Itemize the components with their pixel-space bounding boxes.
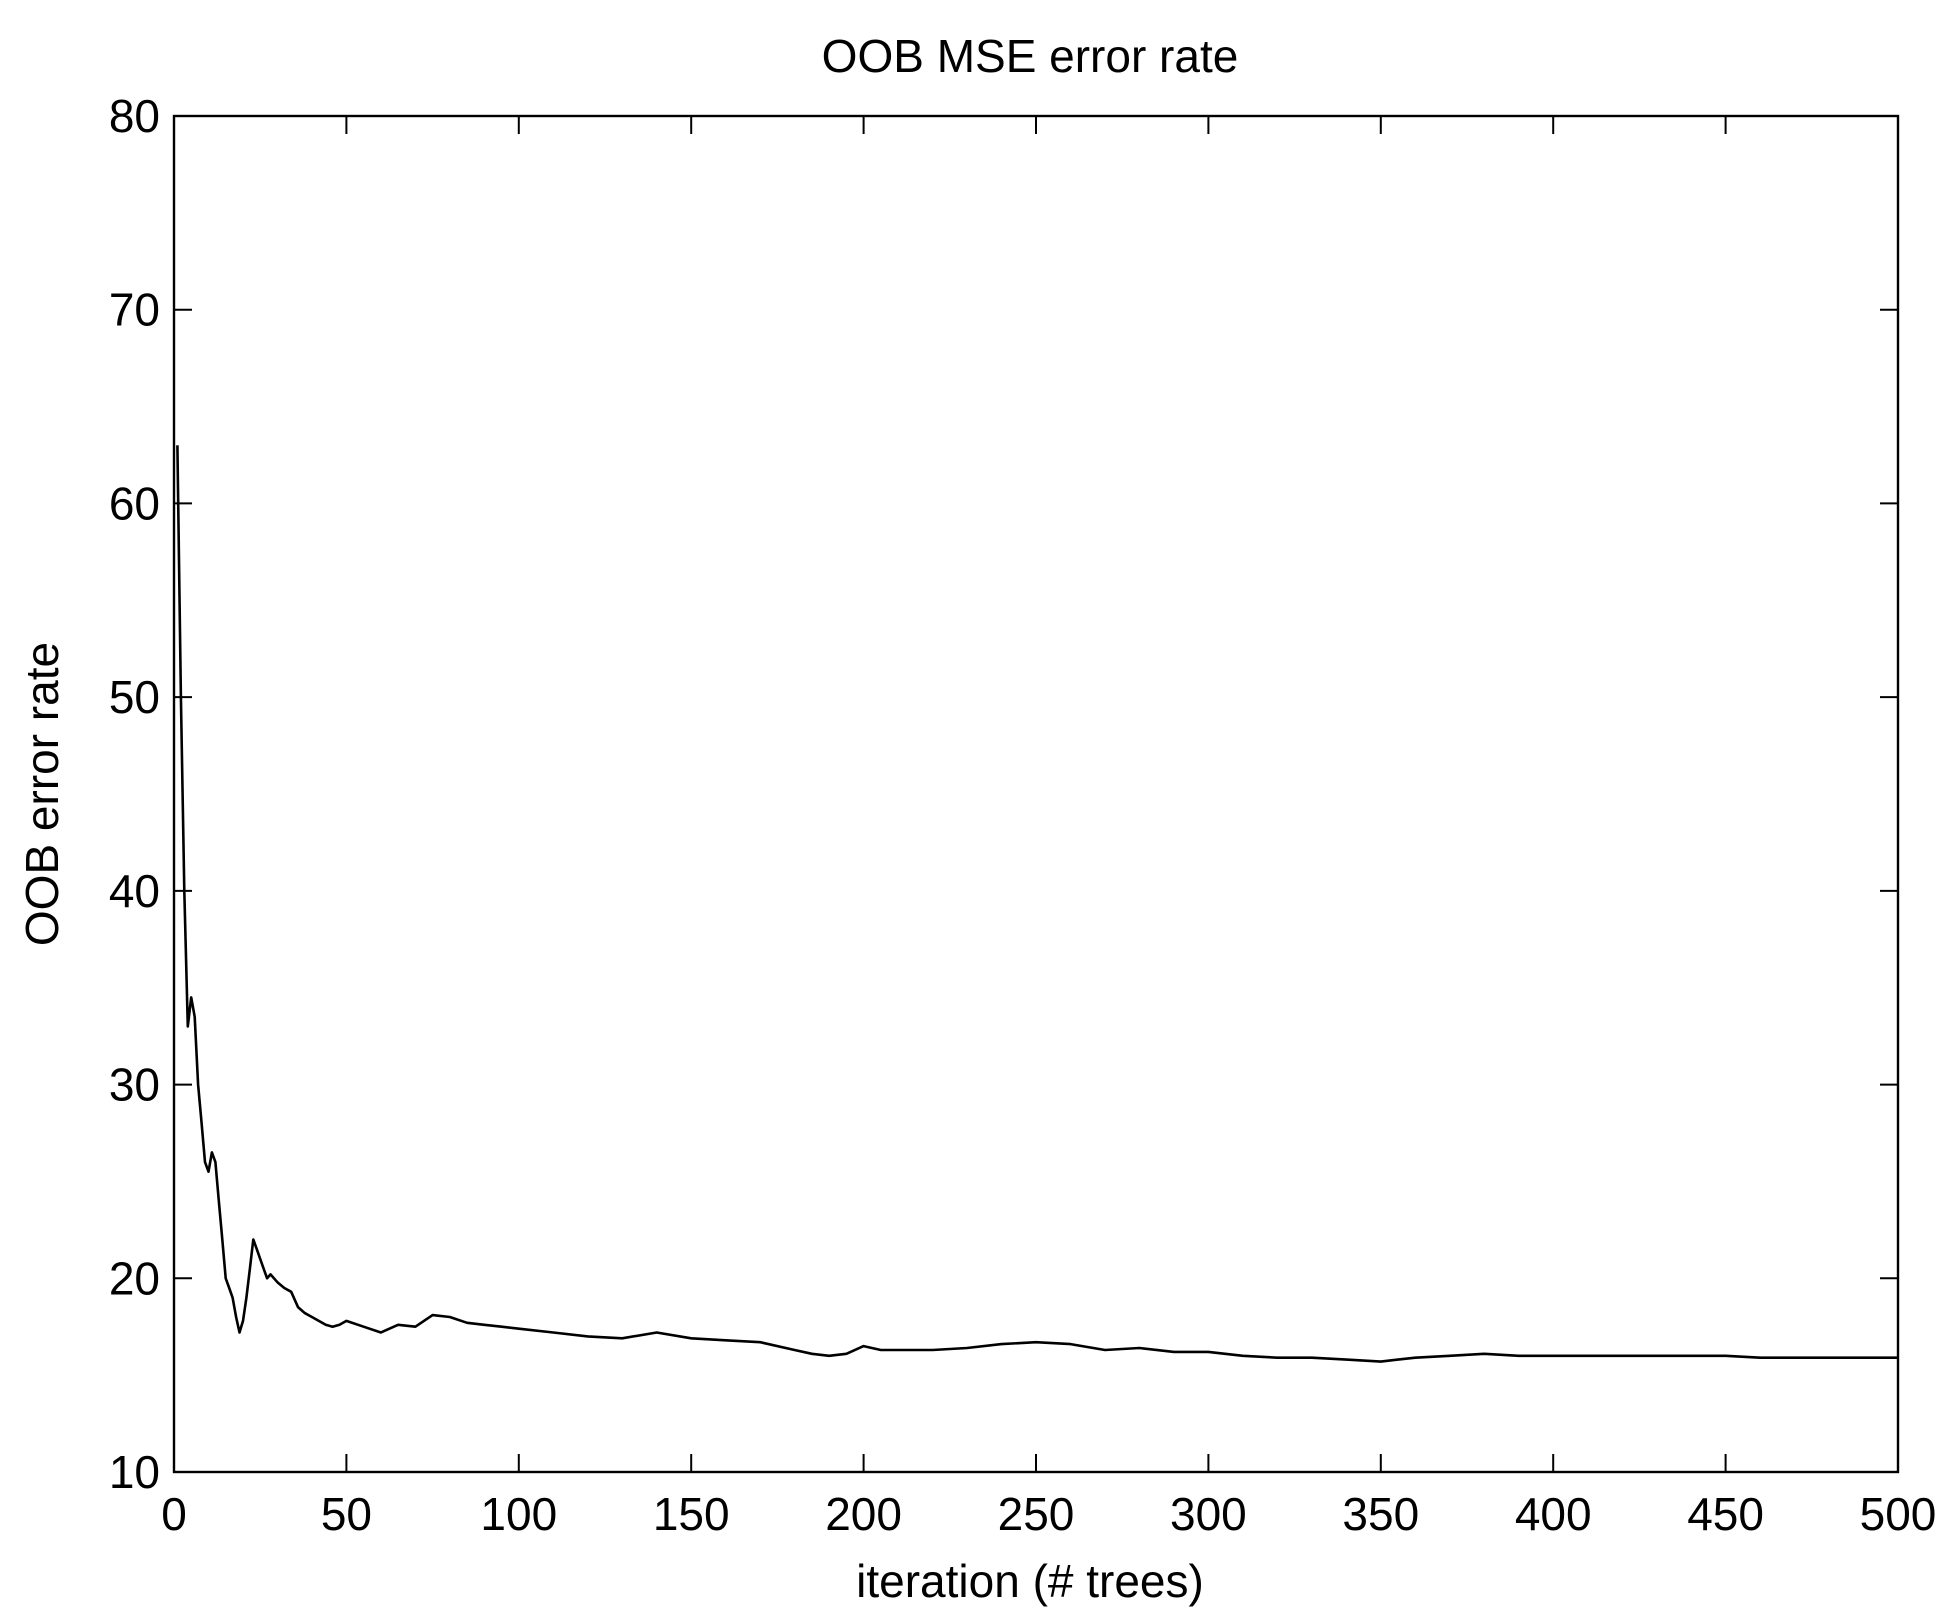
chart-title: OOB MSE error rate (822, 30, 1239, 82)
y-tick-label: 30 (109, 1059, 160, 1111)
x-tick-label: 0 (161, 1488, 187, 1540)
y-axis-label: OOB error rate (16, 642, 68, 946)
y-tick-label: 20 (109, 1252, 160, 1304)
y-tick-label: 80 (109, 90, 160, 142)
x-tick-label: 300 (1170, 1488, 1247, 1540)
y-tick-label: 40 (109, 865, 160, 917)
x-tick-label: 450 (1687, 1488, 1764, 1540)
x-tick-label: 200 (825, 1488, 902, 1540)
x-tick-label: 100 (480, 1488, 557, 1540)
y-tick-label: 70 (109, 284, 160, 336)
x-tick-label: 350 (1342, 1488, 1419, 1540)
y-tick-label: 10 (109, 1446, 160, 1498)
x-tick-label: 150 (653, 1488, 730, 1540)
series-line (176, 445, 1898, 1363)
x-ticks: 0 50 100 150 200 250 300 350 400 450 500 (161, 116, 1936, 1540)
x-tick-label: 500 (1860, 1488, 1937, 1540)
x-axis-label: iteration (# trees) (856, 1555, 1204, 1607)
x-tick-label: 50 (321, 1488, 372, 1540)
y-tick-label: 50 (109, 671, 160, 723)
y-ticks: 10 20 30 40 50 60 70 80 (109, 90, 1898, 1498)
y-tick-label: 60 (109, 477, 160, 529)
x-tick-label: 250 (998, 1488, 1075, 1540)
data-series (176, 445, 1898, 1363)
x-tick-label: 400 (1515, 1488, 1592, 1540)
